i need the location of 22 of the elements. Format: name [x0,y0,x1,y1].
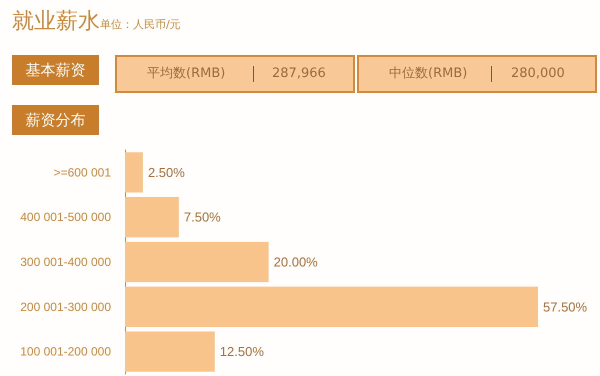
text: 280,000 [511,65,565,83]
y-tick-label: >=600 001 [54,165,112,180]
data-label: 2.50% [148,164,186,180]
y-tick-label: 200 001-300 000 [20,300,112,314]
text: 平均数(RMB) [147,65,226,83]
bar [125,152,143,193]
bar [125,197,179,238]
bar [125,331,215,372]
y-tick-label: 400 001-500 000 [20,210,112,224]
bar [125,242,269,282]
data-label: 7.50% [184,210,222,225]
data-label: 57.50% [543,299,588,314]
chart-subtitle: 单位：人民币/元 [100,18,181,31]
bar [125,286,538,327]
y-tick-label: 100 001-200 000 [20,344,112,359]
y-tick-label: 300 001-400 000 [20,255,112,269]
data-label: 20.00% [274,254,318,270]
data-label: 12.50% [220,344,264,360]
text: 薪资分布 [12,105,99,135]
text: 中位数(RMB) [389,65,468,83]
text: 基本薪资 [12,55,99,85]
text: 287,966 [272,65,326,83]
